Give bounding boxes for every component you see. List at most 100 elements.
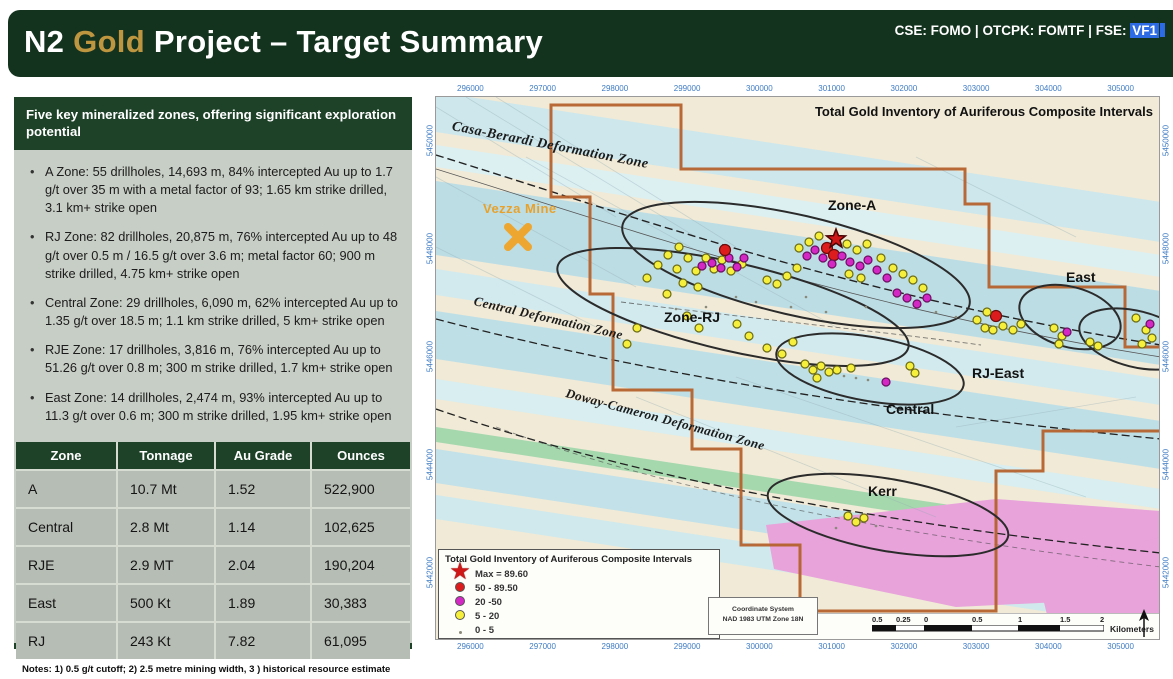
legend-entry: 0 - 5 [445,623,713,637]
table-cell: 1.52 [216,471,310,507]
table-cell: 243 Kt [118,623,214,659]
legend-entry: 5 - 20 [445,609,713,623]
axis-tick-label: 305000 [1107,642,1134,653]
axis-tick-label: 305000 [1107,84,1134,95]
table-row: A [16,471,116,507]
zone-bullet-list: A Zone: 55 drillholes, 14,693 m, 84% int… [14,150,412,442]
table-row: RJ [16,623,116,659]
table-notes: Notes: 1) 0.5 g/t cutoff; 2) 2.5 metre m… [14,659,412,679]
doway-cameron-dz-label: Doway-Cameron Deformation Zone [564,385,767,454]
axis-tick-label: 302000 [891,642,918,653]
table-cell: 102,625 [312,509,410,545]
bullet-a-zone: A Zone: 55 drillholes, 14,693 m, 84% int… [28,163,402,217]
table-cell: 522,900 [312,471,410,507]
map-axis-bottom: 296000 297000 298000 299000 300000 301000 3020… [435,642,1160,653]
bullet-east-zone: East Zone: 14 drillholes, 2,474 m, 93% i… [28,389,402,425]
bullet-rje-zone: RJE Zone: 17 drillholes, 3,816 m, 76% in… [28,341,402,377]
axis-tick-label: 5446000 [426,337,435,377]
table-cell: 61,095 [312,623,410,659]
col-header-grade: Au Grade [216,442,310,469]
scale-bar-graphic [872,625,1104,632]
legend-entry-label: Max = 89.60 [475,569,528,580]
axis-tick-label: 5442000 [426,553,435,593]
axis-tick-label: 298000 [602,642,629,653]
slide-header: N2 Gold Project – Target Summary CSE: FO… [8,10,1173,77]
axis-tick-label: 296000 [457,642,484,653]
table-cell: 1.14 [216,509,310,545]
summary-panel: Five key mineralized zones, offering sig… [14,97,412,649]
scale-number: 0 [924,615,928,624]
table-cell: 7.82 [216,623,310,659]
ticker-text: CSE: FOMO | OTCPK: FOMTF | FSE: [895,23,1127,38]
coord-line-1: Coordinate System [709,605,817,615]
zone-a-label: Zone-A [828,197,876,213]
axis-tick-label: 5442000 [1162,553,1171,593]
table-cell: 2.04 [216,547,310,583]
ticker-highlight: VF1 [1130,23,1159,38]
table-cell: 190,204 [312,547,410,583]
east-label: East [1066,269,1096,285]
north-arrow-icon [1136,609,1152,639]
axis-tick-label: 297000 [529,84,556,95]
scale-number: 1.5 [1060,615,1070,624]
zone-rj-label: Zone-RJ [664,309,720,325]
casa-berardi-dz-label: Casa-Berardi Deformation Zone [450,119,649,173]
legend-entry: 50 - 89.50 [445,581,713,595]
axis-tick-label: 299000 [674,642,701,653]
table-cell: 2.8 Mt [118,509,214,545]
dot-symbol-icon [445,621,475,639]
bullet-central-zone: Central Zone: 29 drillholes, 6,090 m, 62… [28,294,402,330]
resource-table: Zone Tonnage Au Grade Ounces A 10.7 Mt 1… [16,442,410,659]
scale-number: 0.5 [872,615,882,624]
title-prefix: N2 [24,24,73,59]
title-gold-word: Gold [73,24,145,59]
scale-number: 0.25 [896,615,911,624]
axis-tick-label: 5448000 [426,229,435,269]
axis-tick-label: 5450000 [426,121,435,161]
axis-tick-label: 5444000 [1162,445,1171,485]
axis-tick-label: 5450000 [1162,121,1171,161]
legend-entry-label: 0 - 5 [475,625,494,636]
axis-tick-label: 299000 [674,84,701,95]
scale-number: 2 [1100,615,1104,624]
axis-tick-label: 5448000 [1162,229,1171,269]
scale-number: 0.5 [972,615,982,624]
table-row: East [16,585,116,621]
map-title: Total Gold Inventory of Auriferous Compo… [815,104,1153,119]
map-figure: 296000 297000 298000 299000 300000 301000 3020… [424,84,1171,654]
axis-tick-label: 297000 [529,642,556,653]
map-overlay: Total Gold Inventory of Auriferous Compo… [436,97,1160,640]
axis-tick-label: 301000 [818,642,845,653]
table-cell: 2.9 MT [118,547,214,583]
axis-tick-label: 300000 [746,642,773,653]
axis-tick-label: 304000 [1035,84,1062,95]
axis-tick-label: 303000 [963,642,990,653]
kerr-label: Kerr [868,483,897,499]
bullet-rj-zone: RJ Zone: 82 drillholes, 20,875 m, 76% in… [28,228,402,282]
col-header-tonnage: Tonnage [118,442,214,469]
geology-map: Total Gold Inventory of Auriferous Compo… [435,96,1160,640]
axis-tick-label: 304000 [1035,642,1062,653]
col-header-zone: Zone [16,442,116,469]
central-label: Central [886,401,934,417]
title-suffix: Project – Target Summary [145,24,543,59]
table-row: RJE [16,547,116,583]
map-axis-left: 5450000 5448000 5446000 5444000 5442000 [424,96,435,640]
axis-tick-label: 5444000 [426,445,435,485]
vezza-mine-label: Vezza Mine [483,201,557,216]
selection-artifact [1160,23,1165,37]
stock-tickers: CSE: FOMO | OTCPK: FOMTF | FSE: VF1 [895,23,1165,38]
legend-entry: ★Max = 89.60 [445,567,713,581]
panel-heading: Five key mineralized zones, offering sig… [14,97,412,150]
legend-title: Total Gold Inventory of Auriferous Compo… [445,554,713,565]
central-dz-label: Central Deformation Zone [472,293,624,343]
scale-number: 1 [1018,615,1022,624]
col-header-ounces: Ounces [312,442,410,469]
axis-tick-label: 300000 [746,84,773,95]
coordinate-system-box: Coordinate System NAD 1983 UTM Zone 18N [708,597,818,635]
axis-tick-label: 298000 [602,84,629,95]
